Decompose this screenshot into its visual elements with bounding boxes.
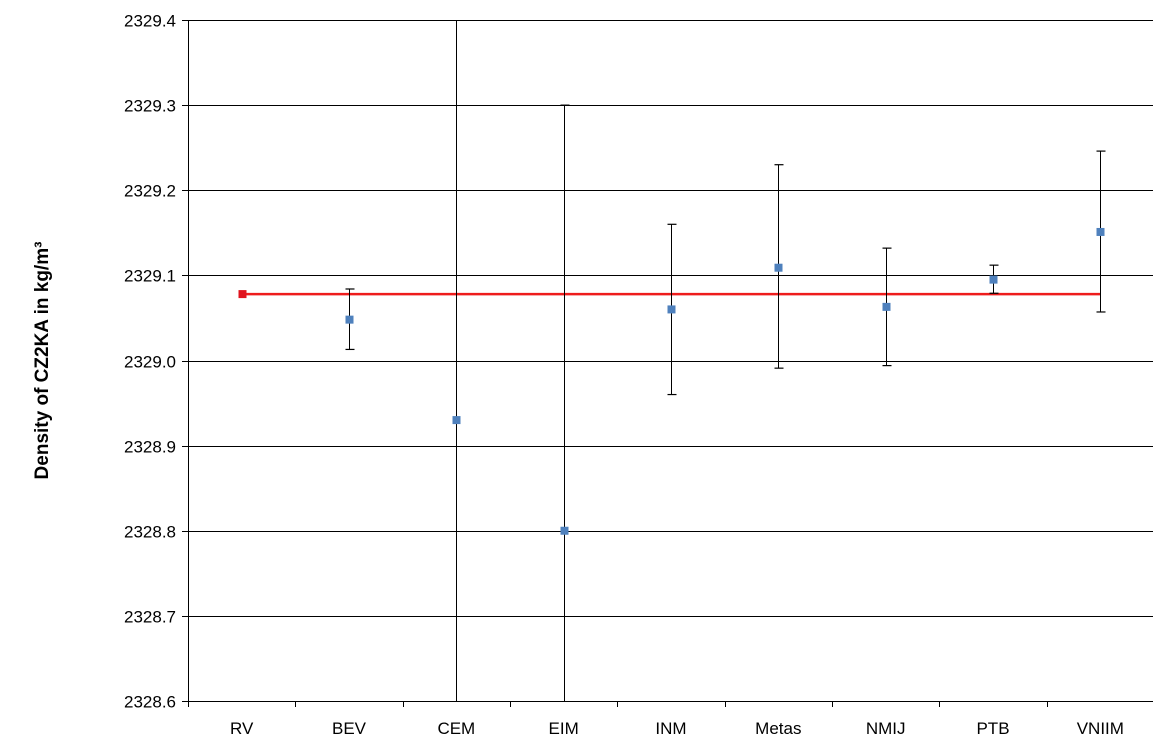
y-tick-label: 2329.3 bbox=[124, 97, 176, 116]
x-tick-label: VNIIM bbox=[1077, 719, 1124, 738]
data-point bbox=[882, 302, 891, 311]
y-tick-label: 2328.8 bbox=[124, 523, 176, 542]
data-point bbox=[774, 263, 783, 272]
y-tick-label: 2328.7 bbox=[124, 608, 176, 627]
y-tick-label: 2329.0 bbox=[124, 353, 176, 372]
x-tick-label: CEM bbox=[437, 719, 475, 738]
y-axis-title: Density of CZ2KA in kg/m³ bbox=[32, 242, 53, 480]
y-tick-label: 2328.9 bbox=[124, 438, 176, 457]
x-tick-label: BEV bbox=[332, 719, 367, 738]
data-point bbox=[452, 416, 461, 425]
x-tick-label: PTB bbox=[976, 719, 1009, 738]
data-point bbox=[1096, 227, 1105, 236]
x-tick-label: INM bbox=[655, 719, 686, 738]
data-point bbox=[667, 305, 676, 314]
y-tick-label: 2328.6 bbox=[124, 693, 176, 712]
y-tick-label: 2329.4 bbox=[124, 12, 176, 31]
y-tick-label: 2329.1 bbox=[124, 267, 176, 286]
y-tick-label: 2329.2 bbox=[124, 182, 176, 201]
x-tick-label: RV bbox=[230, 719, 254, 738]
data-point bbox=[989, 275, 998, 284]
x-tick-label: NMIJ bbox=[866, 719, 906, 738]
data-point bbox=[345, 315, 354, 324]
x-tick-label: Metas bbox=[755, 719, 801, 738]
data-point bbox=[560, 526, 569, 535]
x-tick-label: EIM bbox=[549, 719, 579, 738]
data-point bbox=[238, 290, 247, 299]
